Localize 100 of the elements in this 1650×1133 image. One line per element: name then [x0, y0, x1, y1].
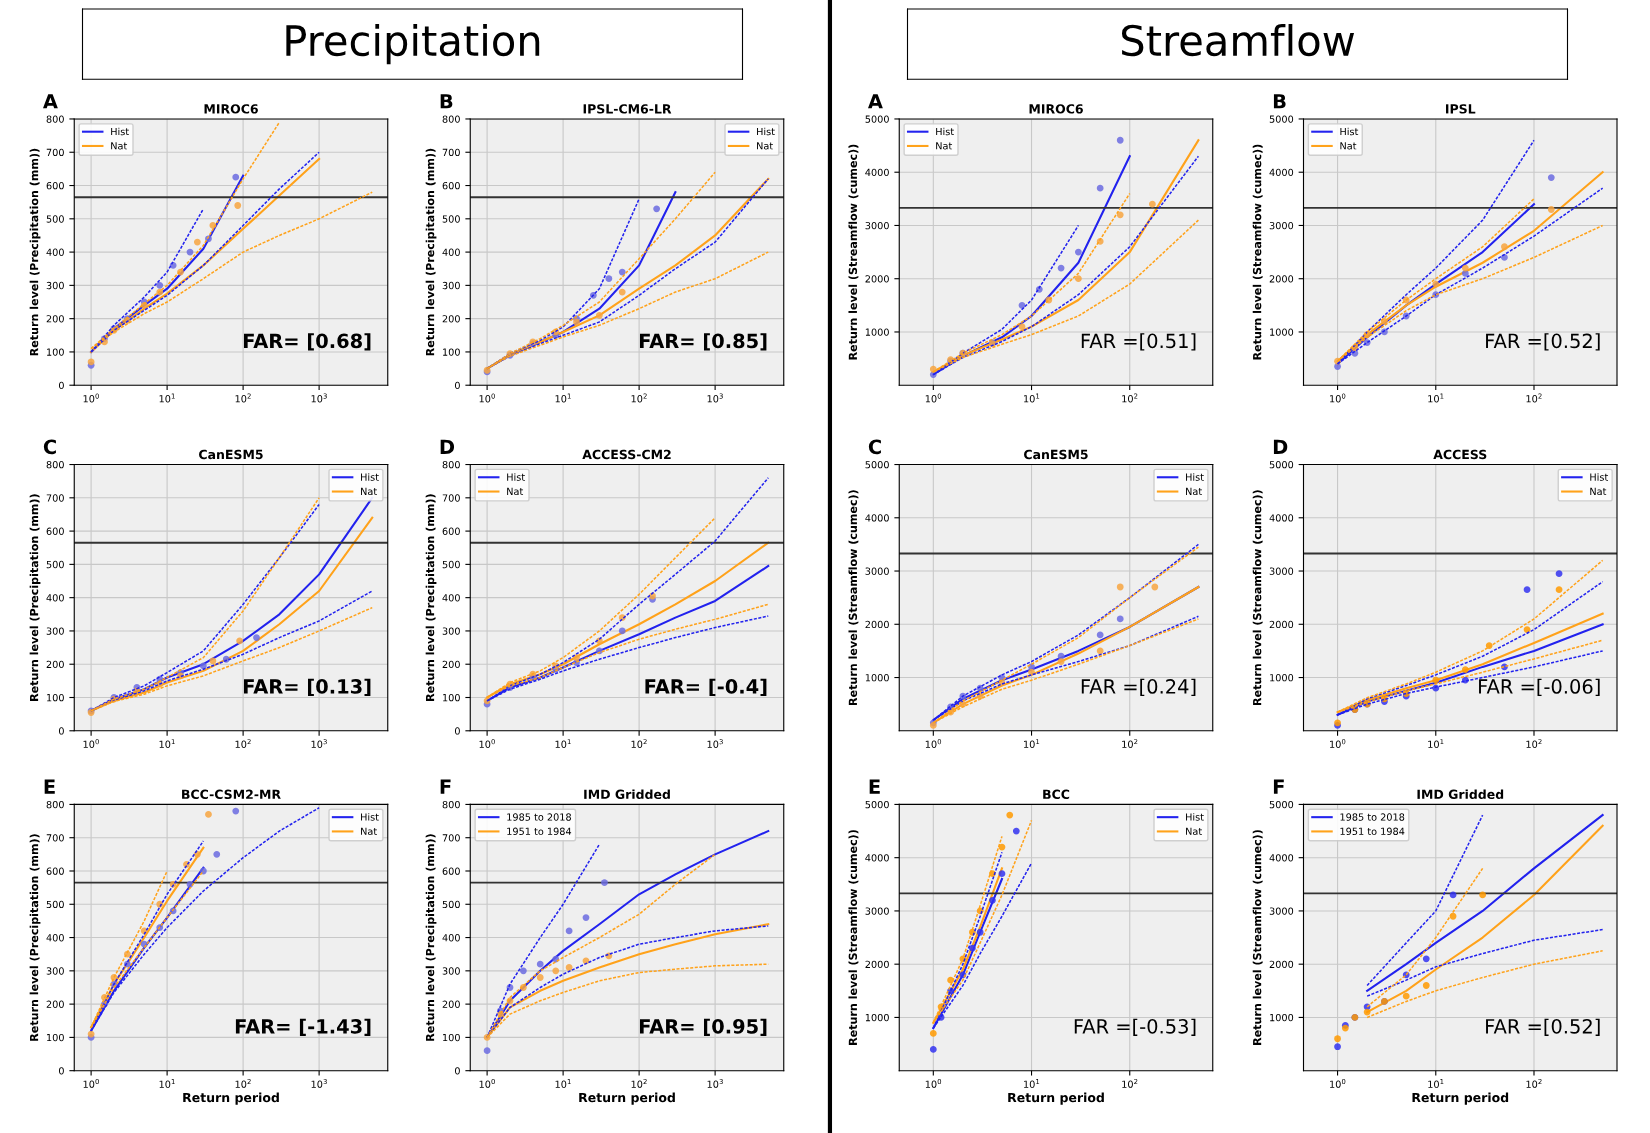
legend-label: Nat — [1186, 487, 1202, 496]
y-tick-label: 500 — [442, 215, 460, 223]
y-tick-label: 4000 — [865, 168, 889, 177]
x-tick-label: 10$^{1}$ — [159, 1079, 175, 1088]
y-tick-label: 400 — [46, 594, 64, 602]
y-tick-label: 600 — [442, 527, 460, 535]
x-tick-label: 10$^{0}$ — [479, 739, 495, 748]
x-tick-label: 10$^{2}$ — [1122, 1078, 1138, 1088]
x-tick-label: 10$^{2}$ — [235, 1078, 251, 1088]
text: E — [44, 779, 55, 794]
y-tick-label: 100 — [47, 348, 64, 356]
y-tick-label: 100 — [443, 1033, 460, 1042]
y-tick-label: 2000 — [865, 960, 889, 969]
y-tick-label: 500 — [442, 900, 460, 909]
x-tick-label: 10$^{0}$ — [1330, 1078, 1346, 1088]
x-tick-label: 10$^{3}$ — [707, 393, 723, 403]
text: F — [440, 779, 451, 794]
legend-label: Hist — [1340, 127, 1359, 136]
y-tick-label: 400 — [46, 934, 64, 942]
x-tick-label: 10$^{1}$ — [555, 739, 571, 748]
y-tick-label: 300 — [46, 281, 64, 290]
text: F — [1273, 779, 1284, 794]
x-tick-label: 10$^{0}$ — [83, 393, 99, 403]
x-tick-label: 10$^{3}$ — [707, 739, 723, 748]
y-axis-title: Return level (Streamflow (cumec)) — [848, 490, 859, 705]
legend-label: 1951 to 1984 — [507, 827, 572, 835]
y-axis-title: Return level (Precipitation (mm)) — [29, 834, 41, 1041]
text: C — [868, 439, 881, 455]
y-tick-label: 2000 — [1269, 275, 1294, 283]
y-tick-label: 800 — [442, 800, 460, 809]
y-tick-label: 100 — [443, 693, 460, 702]
legend-label: Hist — [361, 813, 379, 821]
x-tick-label: 10$^{1}$ — [159, 393, 175, 403]
y-tick-label: 200 — [442, 315, 460, 323]
y-tick-label: 3000 — [865, 907, 889, 915]
x-axis-title: Return period — [1412, 1092, 1509, 1105]
text: Precipitation — [286, 24, 540, 65]
y-tick-label: 5000 — [865, 115, 889, 123]
x-tick-label: 10$^{2}$ — [1122, 393, 1138, 403]
legend-label: Hist — [361, 473, 379, 481]
x-tick-label: 10$^{0}$ — [925, 393, 942, 403]
annotation: FAR =[-0.53] — [1074, 1018, 1196, 1036]
annotation: FAR= [0.13] — [243, 678, 371, 697]
legend-label: Nat — [1186, 827, 1202, 835]
text: E — [869, 779, 880, 794]
legend-label: Hist — [936, 127, 954, 136]
text: Streamflow — [1121, 24, 1355, 57]
y-tick-label: 500 — [46, 900, 64, 909]
y-tick-label: 5000 — [1269, 461, 1294, 469]
x-tick-label: 10$^{1}$ — [1428, 393, 1444, 403]
y-tick-label: 700 — [442, 834, 460, 842]
y-tick-label: 1000 — [1270, 1013, 1294, 1022]
annotation: FAR= [-1.43] — [235, 1018, 371, 1036]
y-tick-label: 500 — [442, 560, 460, 569]
x-tick-label: 10$^{2}$ — [1122, 739, 1138, 748]
y-tick-label: 700 — [442, 148, 460, 157]
y-tick-label: 200 — [46, 1000, 64, 1008]
text: B — [440, 94, 453, 109]
x-axis-title: Return period — [1008, 1092, 1104, 1105]
y-tick-label: 700 — [442, 494, 460, 502]
x-tick-label: 10$^{2}$ — [235, 393, 251, 403]
legend-label: Nat — [111, 142, 128, 150]
y-tick-label: 2000 — [1269, 620, 1294, 629]
chart-title: MIROC6 — [1029, 104, 1083, 114]
y-tick-label: 200 — [442, 660, 460, 669]
chart-title: IPSL-CM6-LR — [583, 104, 672, 114]
x-tick-label: 10$^{1}$ — [1024, 393, 1040, 403]
chart-title: CanESM5 — [1024, 449, 1088, 460]
y-tick-label: 4000 — [865, 854, 889, 862]
y-axis-title: Return level (Precipitation (mm)) — [425, 834, 437, 1041]
annotation: FAR= [0.95] — [639, 1018, 767, 1036]
chart-title: ACCESS — [1433, 449, 1487, 460]
chart-title: IMD Gridded — [1417, 789, 1504, 800]
y-axis-title: Return level (Precipitation (mm)) — [29, 494, 41, 701]
x-tick-label: 10$^{2}$ — [1526, 739, 1542, 748]
y-tick-label: 300 — [442, 967, 460, 975]
y-tick-label: 400 — [442, 594, 460, 602]
y-tick-label: 600 — [442, 867, 460, 875]
chart-title: CanESM5 — [199, 449, 263, 460]
x-axis-title: Return period — [183, 1092, 279, 1105]
x-tick-label: 10$^{2}$ — [631, 393, 647, 403]
x-axis-title: Return period — [579, 1092, 675, 1105]
y-tick-label: 300 — [442, 627, 460, 635]
y-tick-label: 1000 — [865, 328, 889, 336]
x-tick-label: 10$^{0}$ — [1330, 393, 1346, 403]
x-tick-label: 10$^{2}$ — [1526, 1078, 1542, 1088]
y-tick-label: 3000 — [865, 221, 889, 230]
y-tick-label: 2000 — [865, 275, 889, 283]
y-tick-label: 600 — [46, 867, 64, 875]
y-tick-label: 0 — [454, 381, 460, 390]
text: A — [42, 94, 58, 109]
y-tick-label: 0 — [454, 1067, 460, 1075]
legend-label: Hist — [1186, 473, 1204, 481]
y-tick-label: 0 — [58, 381, 64, 390]
text: A — [867, 94, 883, 109]
y-tick-label: 5000 — [865, 800, 889, 809]
y-tick-label: 4000 — [865, 514, 889, 522]
y-tick-label: 400 — [442, 248, 460, 256]
y-tick-label: 2000 — [865, 620, 889, 629]
legend-label: Nat — [1590, 487, 1607, 496]
